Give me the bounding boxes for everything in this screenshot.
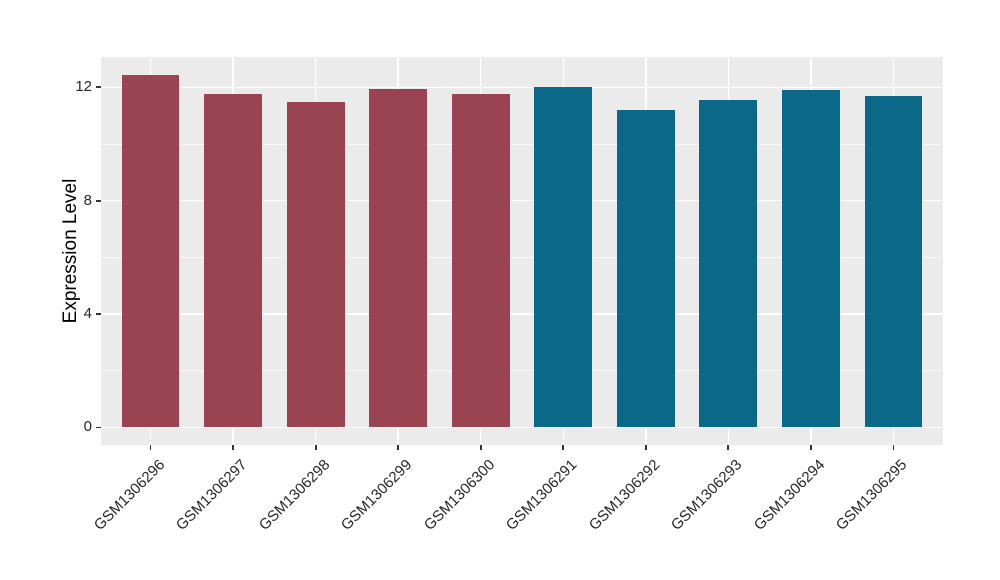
y-major-gridline-12 bbox=[101, 86, 943, 89]
x-tick-mark-GSM1306295 bbox=[892, 445, 895, 450]
bar-GSM1306297 bbox=[204, 94, 262, 428]
bar-GSM1306293 bbox=[699, 100, 758, 428]
x-tick-mark-GSM1306297 bbox=[232, 445, 234, 450]
bar-GSM1306294 bbox=[782, 90, 840, 428]
y-tick-label-12: 12 bbox=[75, 78, 92, 96]
bar-GSM1306299 bbox=[369, 88, 428, 428]
y-major-gridline-4 bbox=[101, 313, 943, 315]
x-tick-mark-GSM1306291 bbox=[562, 445, 565, 450]
x-tick-mark-GSM1306293 bbox=[727, 445, 730, 450]
y-tick-mark-0 bbox=[96, 426, 101, 429]
y-tick-mark-4 bbox=[96, 313, 101, 315]
y-tick-label-8: 8 bbox=[83, 191, 92, 209]
x-tick-mark-GSM1306299 bbox=[397, 445, 400, 450]
x-tick-mark-GSM1306292 bbox=[644, 445, 647, 450]
bar-GSM1306300 bbox=[451, 93, 510, 428]
y-minor-gridline-2 bbox=[101, 370, 943, 372]
x-tick-mark-GSM1306294 bbox=[810, 445, 812, 450]
bar-GSM1306295 bbox=[864, 95, 923, 428]
bar-GSM1306292 bbox=[616, 109, 675, 428]
y-tick-label-4: 4 bbox=[83, 305, 92, 323]
x-tick-mark-GSM1306298 bbox=[314, 445, 317, 450]
x-tick-mark-GSM1306296 bbox=[149, 445, 152, 450]
y-tick-mark-8 bbox=[96, 199, 101, 202]
y-major-gridline-0 bbox=[101, 426, 943, 429]
bar-GSM1306291 bbox=[534, 86, 593, 428]
bar-GSM1306296 bbox=[121, 74, 180, 428]
y-tick-label-0: 0 bbox=[83, 418, 92, 436]
y-minor-gridline-10 bbox=[101, 143, 943, 145]
plot-panel bbox=[101, 57, 943, 445]
bar-GSM1306298 bbox=[286, 102, 345, 428]
x-tick-mark-GSM1306300 bbox=[479, 445, 482, 450]
y-tick-mark-12 bbox=[96, 86, 101, 89]
y-major-gridline-8 bbox=[101, 199, 943, 202]
y-minor-gridline-6 bbox=[101, 256, 943, 258]
